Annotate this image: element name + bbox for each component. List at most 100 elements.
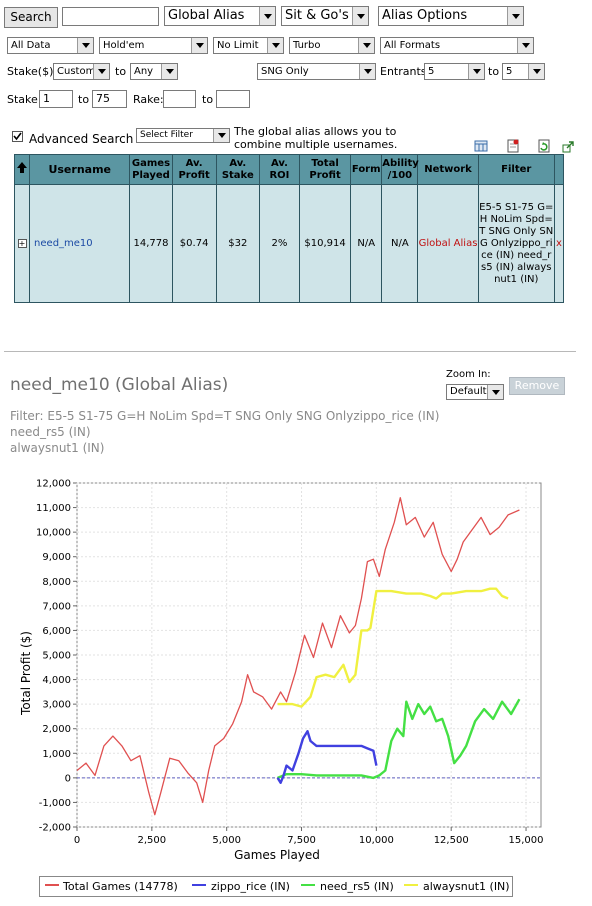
y-tick-label: -2,000	[39, 823, 71, 834]
remove-row-link[interactable]: x	[555, 237, 562, 249]
advanced-search-label: Advanced Search	[29, 132, 134, 146]
entrants-to-value: 5	[506, 66, 513, 77]
table-icon[interactable]	[474, 139, 488, 153]
game-type-value: Sit & Go's	[285, 8, 349, 23]
y-tick-label: 1,000	[42, 749, 71, 760]
col-total-profit[interactable]: Total Profit	[298, 154, 352, 185]
zoom-value: Default	[450, 386, 487, 397]
x-tick-label: 2,500	[138, 835, 167, 846]
zoom-label: Zoom In:	[446, 369, 491, 380]
entrants-to-label: to	[488, 65, 500, 78]
y-tick-label: 0	[65, 773, 71, 784]
chevron-down-icon	[161, 64, 177, 79]
entrants-label: Entrants	[380, 65, 427, 78]
speed-filter-select[interactable]: Turbo	[289, 37, 375, 54]
col-ability[interactable]: Ability /100	[381, 154, 419, 185]
chevron-down-icon	[507, 7, 523, 25]
rake-from-input[interactable]	[163, 90, 196, 108]
stake-to-label: to	[115, 65, 127, 78]
format-filter-select[interactable]: All Formats	[380, 37, 534, 54]
y-tick-label: 5,000	[42, 651, 71, 662]
select-filter-select[interactable]: Select Filter	[136, 128, 230, 143]
total-profit-cell: $10,914	[298, 184, 352, 303]
section-divider	[4, 351, 576, 352]
sort-arrow-cell[interactable]	[13, 154, 31, 185]
y-tick-label: 8,000	[42, 577, 71, 588]
y-tick-label: 4,000	[42, 675, 71, 686]
col-av-roi[interactable]: Av. ROI	[258, 154, 301, 185]
chevron-down-icon	[528, 64, 544, 79]
network-link[interactable]: Global Alias	[418, 237, 478, 249]
y-tick-label: 6,000	[42, 626, 71, 637]
y-tick-label: 2,000	[42, 724, 71, 735]
limit-filter-select[interactable]: No Limit	[213, 37, 284, 54]
sng-type-select[interactable]: SNG Only	[257, 63, 376, 80]
expand-icon[interactable]: +	[17, 238, 27, 248]
stake-from-input[interactable]: 1	[39, 90, 73, 108]
ability-cell: N/A	[381, 184, 419, 303]
stake-to-value: Any	[134, 66, 154, 77]
global-alias-note: The global alias allows you to combine m…	[234, 125, 398, 151]
stake-label: Stake($)	[7, 65, 54, 78]
chevron-down-icon	[191, 38, 207, 53]
chevron-down-icon	[359, 64, 375, 79]
series-total-games	[76, 497, 520, 816]
entrants-to-select[interactable]: 5	[502, 63, 545, 80]
stake-to-select[interactable]: Any	[130, 63, 178, 80]
x-tick-label: 5,000	[212, 835, 241, 846]
format-filter-value: All Formats	[384, 40, 441, 51]
series-alwaysnut1	[277, 587, 509, 708]
legend-swatch-zippo	[192, 884, 206, 886]
col-av-profit[interactable]: Av. Profit	[171, 154, 217, 185]
col-filter[interactable]: Filter	[477, 154, 555, 185]
legend-swatch-need-rs5	[301, 884, 315, 886]
col-network[interactable]: Network	[417, 154, 479, 185]
chevron-down-icon	[468, 64, 484, 79]
col-games-played[interactable]: Games Played	[129, 154, 173, 185]
chevron-down-icon	[517, 38, 533, 53]
remove-cell[interactable]: x	[553, 184, 565, 303]
x-tick-label: 7,500	[287, 835, 316, 846]
search-input[interactable]	[62, 7, 159, 26]
advanced-search-checkbox[interactable]	[12, 131, 23, 142]
legend-need-rs5: need_rs5 (IN)	[320, 880, 394, 893]
game-type-select[interactable]: Sit & Go's	[281, 6, 369, 26]
x-tick-label: 0	[74, 835, 80, 846]
export-icon[interactable]	[562, 141, 574, 153]
entrants-from-select[interactable]: 5	[424, 63, 485, 80]
chevron-down-icon	[213, 129, 229, 142]
expand-cell[interactable]: +	[13, 184, 31, 303]
legend-alwaysnut1: alwaysnut1 (IN)	[423, 880, 510, 893]
legend-total: Total Games (14778)	[63, 880, 178, 893]
chevron-down-icon	[487, 385, 503, 399]
filter-line-1: Filter: E5-5 S1-75 G=H NoLim Spd=T SNG O…	[10, 409, 440, 423]
search-button[interactable]: Search	[4, 7, 58, 28]
filter-cell: E5-5 S1-75 G=H NoLim Spd=T SNG Only SNG …	[477, 184, 555, 303]
sng-type-value: SNG Only	[261, 66, 309, 77]
alias-type-value: Global Alias	[168, 8, 245, 23]
col-av-stake[interactable]: Av. Stake	[215, 154, 260, 185]
delete-page-icon[interactable]	[506, 139, 520, 153]
col-form[interactable]: Form	[350, 154, 383, 185]
rake-to-input[interactable]	[216, 90, 250, 108]
stake-to-input[interactable]: 75	[92, 90, 127, 108]
stake-mode-select[interactable]: Custom	[53, 63, 110, 80]
username-link[interactable]: need_me10	[34, 237, 93, 249]
alias-options-value: Alias Options	[382, 8, 468, 23]
chevron-down-icon	[358, 38, 374, 53]
col-username[interactable]: Username	[29, 154, 131, 185]
rake-to-label: to	[202, 93, 214, 106]
x-tick-label: 10,000	[359, 835, 394, 846]
alias-options-select[interactable]: Alias Options	[378, 6, 524, 26]
remove-button[interactable]: Remove	[509, 377, 565, 395]
alias-type-select[interactable]: Global Alias	[164, 6, 276, 26]
username-cell[interactable]: need_me10	[29, 184, 131, 303]
game-filter-select[interactable]: Hold'em	[99, 37, 208, 54]
limit-filter-value: No Limit	[217, 40, 259, 51]
refresh-icon[interactable]	[537, 139, 551, 153]
series-zippo-rice	[276, 730, 378, 784]
zoom-select[interactable]: Default	[446, 384, 504, 400]
table-header-row: Username Games Played Av. Profit Av. Sta…	[13, 154, 565, 185]
network-cell[interactable]: Global Alias	[417, 184, 479, 303]
data-filter-select[interactable]: All Data	[7, 37, 94, 54]
